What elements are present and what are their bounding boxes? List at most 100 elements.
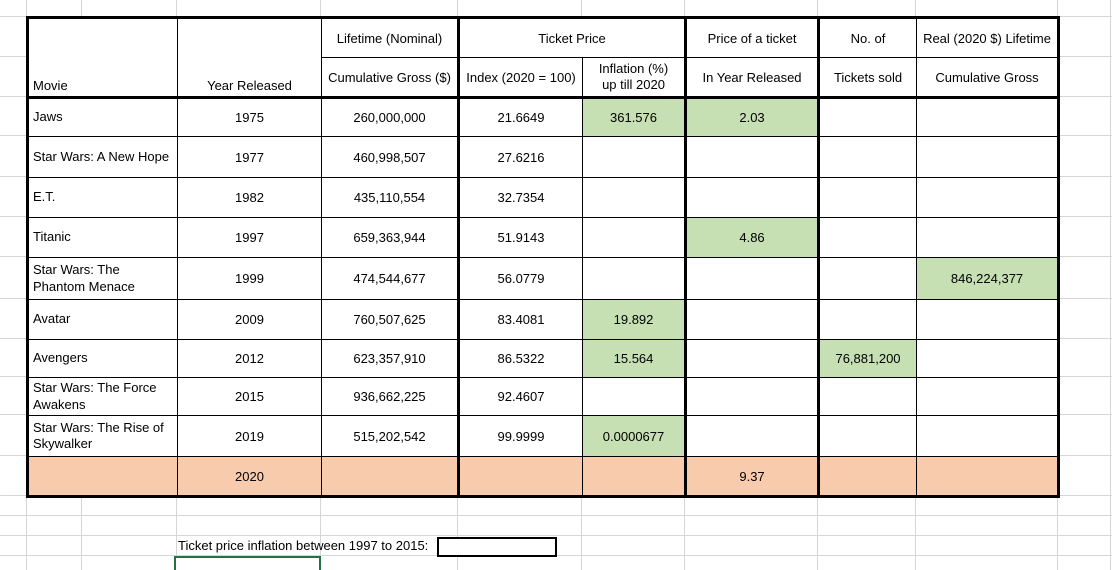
cell-year[interactable]: 1975 — [177, 97, 322, 137]
cell-price[interactable] — [684, 177, 820, 218]
header-cumulative-gross[interactable]: Cumulative Gross ($) — [321, 57, 459, 99]
cell-gross[interactable]: 936,662,225 — [321, 377, 459, 416]
header-movie[interactable]: Movie — [27, 17, 178, 99]
cell-price[interactable] — [684, 257, 820, 300]
cell-gross[interactable]: 623,357,910 — [321, 339, 459, 378]
cell-inflation[interactable] — [581, 377, 687, 416]
cell-index[interactable]: 32.7354 — [457, 177, 583, 218]
cell-year[interactable]: 2015 — [177, 377, 322, 416]
movie-ticket-table: Movie Year Released Lifetime (Nominal) T… — [26, 16, 1061, 498]
cell-year[interactable]: 2019 — [177, 415, 322, 457]
cell-gross[interactable]: 460,998,507 — [321, 136, 459, 178]
header-cumulative-gross-real[interactable]: Cumulative Gross — [916, 57, 1060, 99]
header-tickets-sold[interactable]: Tickets sold — [817, 57, 918, 99]
header-index-2020[interactable]: Index (2020 = 100) — [457, 57, 583, 99]
cell-tickets[interactable] — [817, 177, 918, 218]
cell-price[interactable]: 4.86 — [684, 217, 820, 258]
cell-inflation[interactable]: 361.576 — [581, 97, 687, 137]
cell-inflation[interactable] — [581, 257, 687, 300]
table-row: Star Wars: The Phantom Menace 1999 474,544… — [27, 257, 1060, 300]
cell-index[interactable]: 21.6649 — [457, 97, 583, 137]
inflation-answer-box[interactable] — [437, 537, 557, 557]
cell-year[interactable]: 1982 — [177, 177, 322, 218]
cell-index[interactable]: 56.0779 — [457, 257, 583, 300]
cell-movie[interactable]: Titanic — [27, 217, 178, 258]
cell-price[interactable] — [684, 377, 820, 416]
cell-real[interactable] — [916, 217, 1060, 258]
cell-real[interactable] — [916, 377, 1060, 416]
cell-index[interactable]: 27.6216 — [457, 136, 583, 178]
cell-real[interactable] — [916, 136, 1060, 178]
cell-year[interactable]: 1977 — [177, 136, 322, 178]
cell-tickets[interactable]: 76,881,200 — [817, 339, 918, 378]
cell-price[interactable] — [684, 299, 820, 340]
cell-gross[interactable]: 435,110,554 — [321, 177, 459, 218]
header-year-released[interactable]: Year Released — [177, 17, 322, 99]
summary-cell-tickets[interactable] — [817, 456, 918, 497]
cell-inflation[interactable]: 15.564 — [581, 339, 687, 378]
gridline — [0, 515, 1112, 516]
cell-year[interactable]: 1997 — [177, 217, 322, 258]
cell-real[interactable] — [916, 97, 1060, 137]
cell-year[interactable]: 2009 — [177, 299, 322, 340]
cell-price[interactable] — [684, 339, 820, 378]
cell-index[interactable]: 83.4081 — [457, 299, 583, 340]
summary-cell-index[interactable] — [457, 456, 583, 497]
cell-movie[interactable]: Star Wars: The Rise of Skywalker — [27, 415, 178, 457]
summary-cell-gross[interactable] — [321, 456, 459, 497]
header-no-of[interactable]: No. of — [817, 17, 918, 58]
cell-year[interactable]: 2012 — [177, 339, 322, 378]
selected-cell-outline[interactable] — [174, 556, 321, 570]
summary-cell-real[interactable] — [916, 456, 1060, 497]
cell-tickets[interactable] — [817, 257, 918, 300]
cell-gross[interactable]: 474,544,677 — [321, 257, 459, 300]
cell-movie[interactable]: Star Wars: The Force Awakens — [27, 377, 178, 416]
header-price-of-ticket[interactable]: Price of a ticket — [684, 17, 820, 58]
cell-tickets[interactable] — [817, 377, 918, 416]
cell-real[interactable] — [916, 299, 1060, 340]
header-lifetime-nominal[interactable]: Lifetime (Nominal) — [321, 17, 459, 58]
cell-inflation[interactable]: 0.0000677 — [581, 415, 687, 457]
summary-cell-year[interactable]: 2020 — [177, 456, 322, 497]
gridline — [1110, 0, 1111, 570]
header-ticket-price[interactable]: Ticket Price — [456, 17, 687, 58]
cell-index[interactable]: 51.9143 — [457, 217, 583, 258]
cell-tickets[interactable] — [817, 299, 918, 340]
header-in-year-released[interactable]: In Year Released — [684, 57, 820, 99]
cell-index[interactable]: 99.9999 — [457, 415, 583, 457]
summary-row: 2020 9.37 — [27, 456, 1060, 497]
cell-movie[interactable]: E.T. — [27, 177, 178, 218]
summary-cell-movie[interactable] — [27, 456, 178, 497]
cell-real[interactable]: 846,224,377 — [916, 257, 1060, 300]
cell-real[interactable] — [916, 177, 1060, 218]
cell-year[interactable]: 1999 — [177, 257, 322, 300]
cell-movie[interactable]: Star Wars: A New Hope — [27, 136, 178, 178]
summary-cell-price[interactable]: 9.37 — [684, 456, 820, 497]
cell-movie[interactable]: Avengers — [27, 339, 178, 378]
cell-tickets[interactable] — [817, 415, 918, 457]
cell-index[interactable]: 86.5322 — [457, 339, 583, 378]
cell-gross[interactable]: 515,202,542 — [321, 415, 459, 457]
cell-real[interactable] — [916, 415, 1060, 457]
cell-index[interactable]: 92.4607 — [457, 377, 583, 416]
cell-real[interactable] — [916, 339, 1060, 378]
cell-movie[interactable]: Star Wars: The Phantom Menace — [27, 257, 178, 300]
header-real-lifetime[interactable]: Real (2020 $) Lifetime — [916, 17, 1060, 58]
cell-tickets[interactable] — [817, 97, 918, 137]
cell-inflation[interactable] — [581, 177, 687, 218]
cell-movie[interactable]: Jaws — [27, 97, 178, 137]
cell-tickets[interactable] — [817, 136, 918, 178]
header-inflation-pct[interactable]: Inflation (%) up till 2020 — [581, 57, 687, 99]
cell-gross[interactable]: 760,507,625 — [321, 299, 459, 340]
cell-inflation[interactable] — [581, 217, 687, 258]
cell-gross[interactable]: 659,363,944 — [321, 217, 459, 258]
cell-inflation[interactable] — [581, 136, 687, 178]
summary-cell-inflation[interactable] — [581, 456, 687, 497]
cell-price[interactable] — [684, 136, 820, 178]
cell-inflation[interactable]: 19.892 — [581, 299, 687, 340]
cell-price[interactable] — [684, 415, 820, 457]
cell-gross[interactable]: 260,000,000 — [321, 97, 459, 137]
cell-movie[interactable]: Avatar — [27, 299, 178, 340]
cell-tickets[interactable] — [817, 217, 918, 258]
cell-price[interactable]: 2.03 — [684, 97, 820, 137]
